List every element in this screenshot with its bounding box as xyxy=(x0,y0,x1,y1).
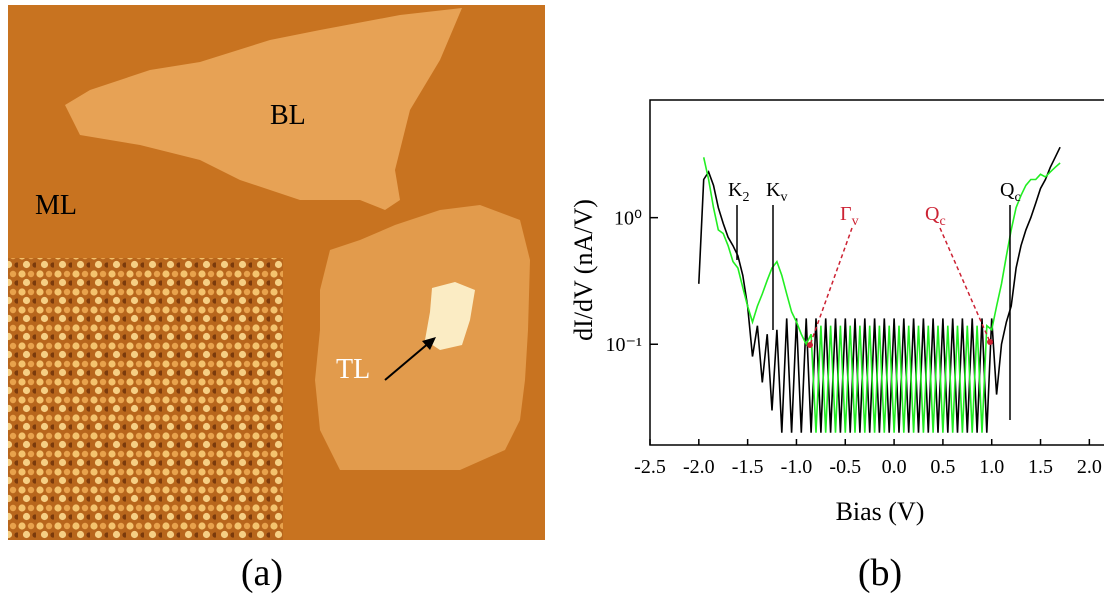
region-label: TL xyxy=(336,354,370,385)
x-tick-label: 1.5 xyxy=(1028,456,1053,478)
x-tick-label: 0.0 xyxy=(882,456,907,478)
annotation-sub: v xyxy=(780,190,787,205)
annotation-dot xyxy=(987,339,993,345)
x-tick-label: -2.5 xyxy=(634,456,666,478)
annotation-text: Q xyxy=(1000,179,1015,201)
annotation-pointer xyxy=(939,227,991,343)
x-tick-label: -1.0 xyxy=(781,456,813,478)
annotation-text: K xyxy=(766,179,781,201)
x-tick-label: -2.0 xyxy=(683,456,715,478)
annotation: Qc xyxy=(1000,179,1021,205)
x-tick-label: -0.5 xyxy=(829,456,861,478)
annotation: K2 xyxy=(728,179,749,205)
x-tick-label: 2.0 xyxy=(1077,456,1102,478)
x-axis-title: Bias (V) xyxy=(836,497,925,526)
annotation: Qc xyxy=(925,203,946,229)
series-line xyxy=(698,146,1061,433)
x-tick-label: 1.0 xyxy=(979,456,1004,478)
annotation: Kv xyxy=(766,179,787,205)
annotation-text: K xyxy=(728,179,743,201)
region-label: ML xyxy=(35,190,77,221)
panel-label: (b) xyxy=(858,552,902,594)
annotation-sub: c xyxy=(939,214,945,229)
annotation-dot xyxy=(807,342,813,348)
x-tick-label: 0.5 xyxy=(930,456,955,478)
x-tick-label: -1.5 xyxy=(732,456,764,478)
annotation-sub: v xyxy=(852,214,859,229)
annotation-sub: 2 xyxy=(742,190,749,205)
y-tick-label: 10⁰ xyxy=(614,208,642,230)
y-axis-title: dI/dV (nA/V) xyxy=(569,199,598,341)
region-label: BL xyxy=(270,100,306,131)
series-line xyxy=(702,157,1061,433)
annotation-text: Γ xyxy=(840,203,852,225)
annotation-sub: c xyxy=(1014,190,1020,205)
plot-frame xyxy=(649,99,1104,446)
annotation-text: Q xyxy=(925,203,940,225)
panel-label: (a) xyxy=(241,552,283,594)
annotation: Γv xyxy=(840,203,859,229)
y-tick-label: 10⁻¹ xyxy=(605,334,642,356)
stm-image: BL ML TL xyxy=(8,5,545,540)
